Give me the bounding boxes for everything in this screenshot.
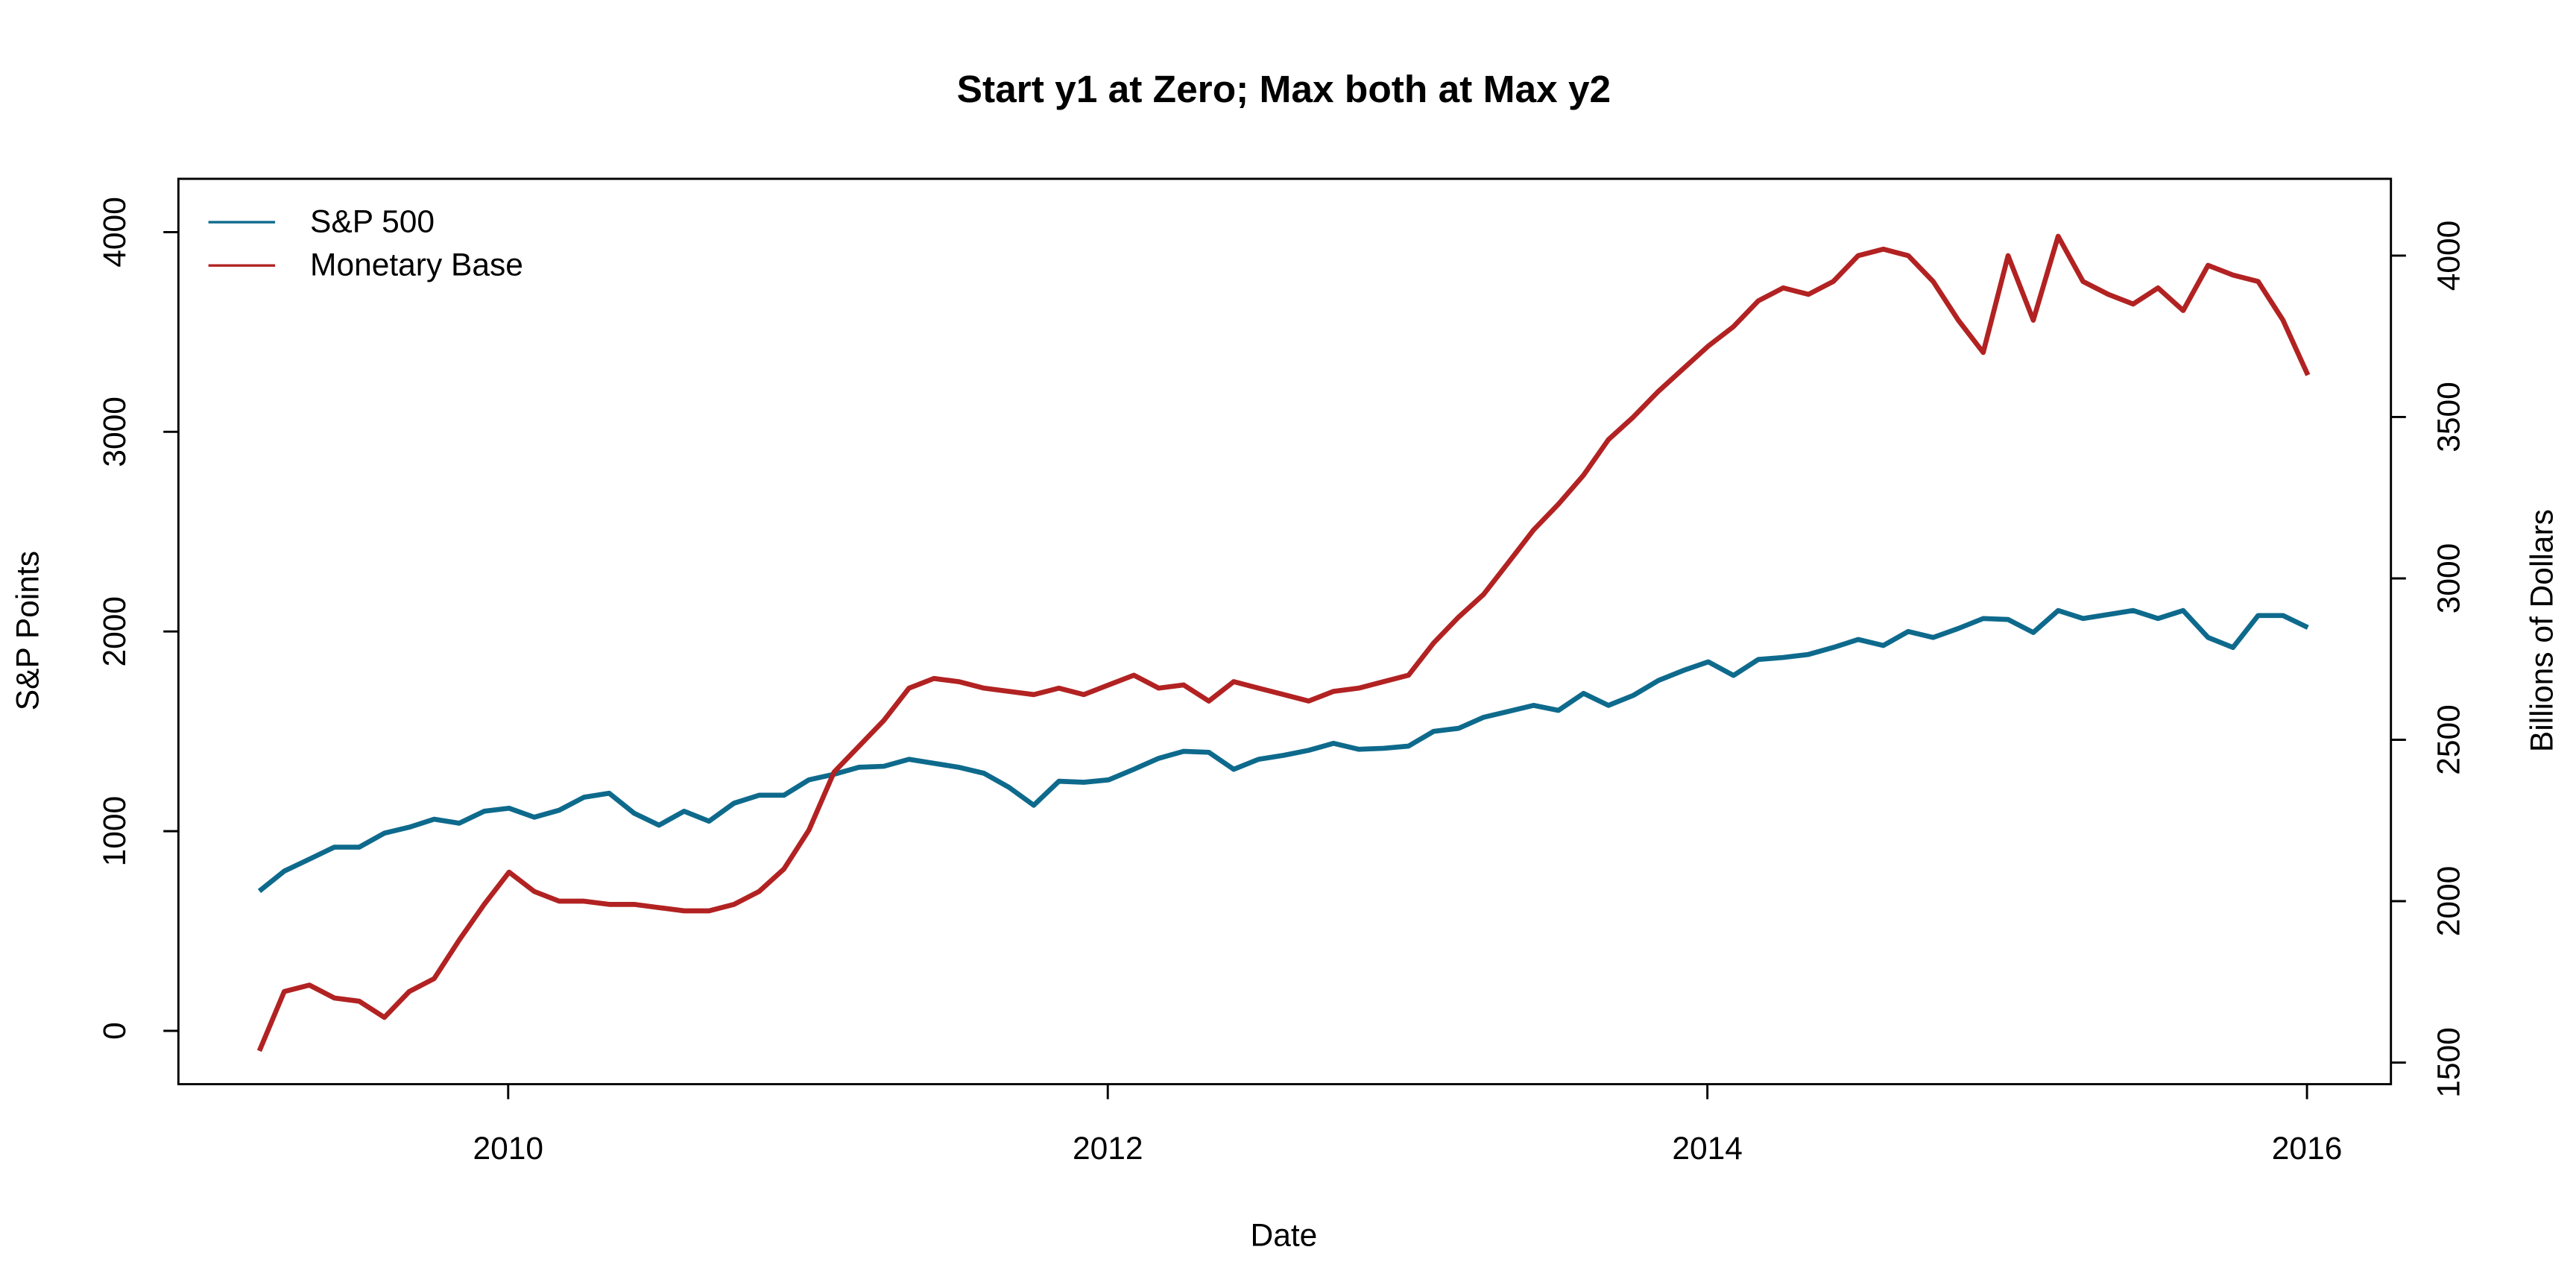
y-tick-label: 2000 [98, 596, 133, 667]
y2-tick-label: 2500 [2431, 704, 2466, 775]
series-line [257, 607, 2309, 894]
x-tick-label: 2010 [473, 1131, 544, 1167]
y2-tick-label: 4000 [2431, 221, 2466, 291]
legend-label: S&P 500 [310, 205, 435, 240]
chart-title: Start y1 at Zero; Max both at Max y2 [957, 67, 1611, 110]
x-tick-label: 2012 [1073, 1131, 1143, 1167]
y2-axis-label: Billions of Dollars [2525, 509, 2560, 752]
y2-tick-label: 3000 [2431, 543, 2466, 614]
x-tick-label: 2014 [1672, 1131, 1743, 1167]
series-line [256, 233, 2311, 1052]
y2-tick-label: 1500 [2431, 1027, 2466, 1098]
legend-label: Monetary Base [310, 248, 523, 283]
x-axis-label: Date [1251, 1219, 1318, 1254]
plot-frame [177, 177, 2393, 1085]
y-axis-label: S&P Points [10, 551, 45, 710]
y-tick-label: 3000 [98, 397, 133, 467]
y-tick-label: 0 [98, 1022, 133, 1040]
y2-tick-label: 3500 [2431, 382, 2466, 452]
y-tick-label: 4000 [98, 197, 133, 268]
y-tick-label: 1000 [98, 796, 133, 867]
y2-tick-label: 2000 [2431, 866, 2466, 937]
x-tick-label: 2016 [2272, 1131, 2343, 1167]
